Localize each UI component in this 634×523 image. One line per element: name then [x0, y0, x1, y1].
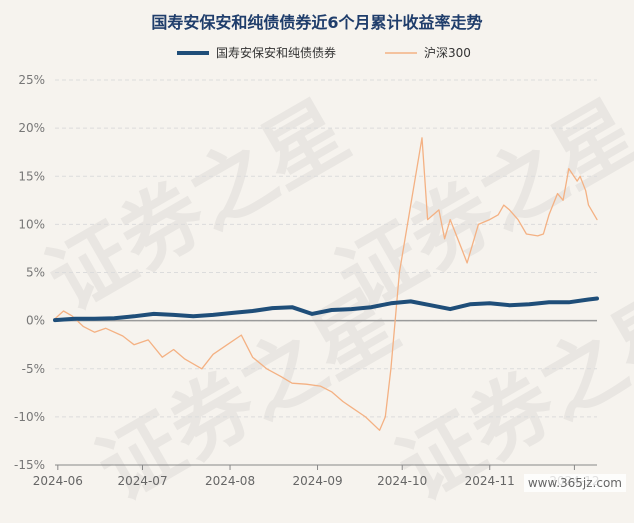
x-tick-label: 2024-08 [205, 474, 255, 488]
y-tick-label: -5% [22, 362, 45, 376]
x-tick-label: 2024-06 [33, 474, 83, 488]
x-tick-label: 2024-11 [465, 474, 515, 488]
chart-area: 证券之星 证券之星 证券之星 证券之星 国寿安保安和纯债债券近6个月累计收益率走… [14, 13, 634, 520]
chart-svg: 国寿安保安和纯债债券近6个月累计收益率走势 25% 20% 15% 10% 5% 0% -5%… [14, 13, 600, 488]
y-tick-label: 20% [18, 121, 45, 135]
site-label: www.365jz.com [523, 474, 626, 492]
y-tick-label: -15% [14, 458, 45, 472]
x-tick-label: 2024-07 [117, 474, 167, 488]
series-line-csi300 [54, 137, 598, 431]
y-tick-label: 10% [18, 217, 45, 231]
series-line-fund [53, 296, 599, 323]
legend-label-csi300: 沪深300 [424, 46, 471, 60]
x-tick-label: 2024-09 [292, 474, 342, 488]
y-tick-label: -10% [14, 410, 45, 424]
legend-label-fund: 国寿安保安和纯债债券 [216, 45, 336, 60]
y-tick-label: 25% [18, 73, 45, 87]
y-tick-label: 15% [18, 169, 45, 183]
y-tick-label: 5% [26, 266, 45, 280]
y-tick-label: 0% [26, 314, 45, 328]
x-tick-label: 2024-10 [377, 474, 427, 488]
chart-title: 国寿安保安和纯债债券近6个月累计收益率走势 [151, 13, 482, 32]
